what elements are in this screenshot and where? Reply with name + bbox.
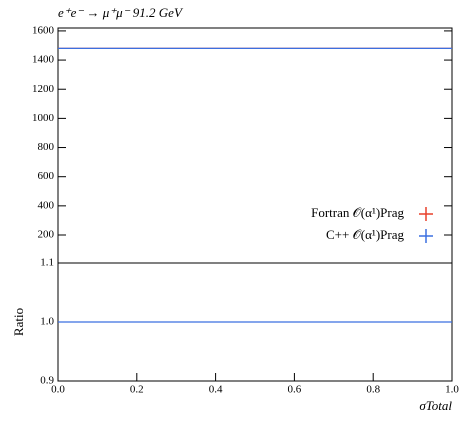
chart-title: e⁺e⁻ → μ⁺μ⁻ 91.2 GeV [58, 5, 184, 20]
legend-label: Fortran 𝒪(α¹)Prag [311, 205, 404, 220]
x-axis-label: σTotal [419, 398, 452, 413]
y-tick-label: 600 [38, 170, 55, 182]
x-tick-label: 1.0 [445, 384, 459, 396]
x-tick-label: 0.0 [51, 384, 65, 396]
legend-label: C++ 𝒪(α¹)Prag [326, 227, 404, 242]
x-tick-label: 0.4 [209, 384, 223, 396]
y-tick-label: 1.0 [40, 316, 54, 328]
y-axis-label: Ratio [11, 308, 26, 336]
y-tick-label: 1600 [32, 24, 55, 36]
y-tick-label: 1000 [32, 112, 55, 124]
y-tick-label: 0.9 [40, 375, 54, 387]
y-tick-label: 1200 [32, 83, 55, 95]
y-tick-label: 200 [38, 229, 55, 241]
x-tick-label: 0.6 [288, 384, 302, 396]
y-tick-label: 400 [38, 199, 55, 211]
y-tick-label: 1400 [32, 54, 55, 66]
y-tick-label: 1.1 [40, 257, 54, 269]
x-tick-label: 0.2 [130, 384, 144, 396]
x-tick-label: 0.8 [366, 384, 380, 396]
y-tick-label: 800 [38, 141, 55, 153]
